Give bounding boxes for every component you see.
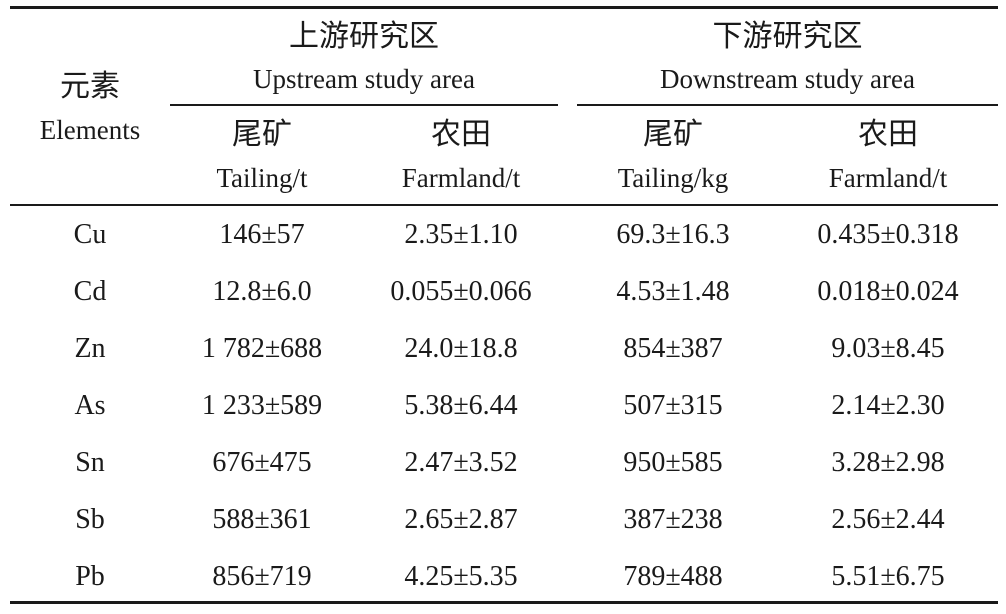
value-cell: 5.51±6.75 [831,561,945,592]
element-cell: Cu [73,219,107,250]
value-cell: 2.65±2.87 [404,504,518,535]
downstream-group-rule [577,104,998,106]
value-cell: 2.14±2.30 [831,390,945,421]
element-header-zh: 元素 [60,70,120,103]
value-cell: 0.435±0.318 [817,219,959,250]
element-header-en: Elements [39,115,141,145]
value-cell: 507±315 [623,390,723,421]
column-header-zh: 农田 [431,118,491,151]
value-cell: 4.25±5.35 [404,561,518,592]
value-cell: 1 233±589 [201,390,323,421]
value-cell: 950±585 [623,447,723,478]
value-cell: 2.35±1.10 [404,219,518,250]
downstream-header-zh: 下游研究区 [712,20,863,53]
value-cell: 588±361 [212,504,312,535]
value-cell: 5.38±6.44 [404,390,518,421]
header-bottom-rule [10,204,998,206]
column-header-zh: 农田 [858,118,918,151]
value-cell: 146±57 [219,219,305,250]
value-cell: 854±387 [623,333,723,364]
column-header-en: Farmland/t [401,163,521,193]
value-cell: 0.055±0.066 [390,276,532,307]
element-cell: Cd [73,276,107,307]
element-cell: Sb [75,504,105,535]
value-cell: 69.3±16.3 [616,219,730,250]
element-cell: Pb [75,561,105,592]
value-cell: 676±475 [212,447,312,478]
value-cell: 1 782±688 [201,333,323,364]
column-header-en: Tailing/kg [617,163,729,193]
element-cell: Zn [74,333,106,364]
value-cell: 3.28±2.98 [831,447,945,478]
upstream-header-en: Upstream study area [253,64,475,94]
value-cell: 387±238 [623,504,723,535]
value-cell: 12.8±6.0 [212,276,312,307]
column-header-zh: 尾矿 [643,118,703,151]
value-cell: 2.47±3.52 [404,447,518,478]
downstream-header-en: Downstream study area [660,64,915,94]
value-cell: 9.03±8.45 [831,333,945,364]
column-header-zh: 尾矿 [232,118,292,151]
upstream-group-rule [170,104,558,106]
value-cell: 2.56±2.44 [831,504,945,535]
value-cell: 789±488 [623,561,723,592]
column-header-en: Tailing/t [216,163,308,193]
element-cell: As [74,390,106,421]
upstream-header-zh: 上游研究区 [289,20,439,53]
value-cell: 24.0±18.8 [404,333,518,364]
value-cell: 0.018±0.024 [817,276,959,307]
element-cell: Sn [75,447,105,478]
value-cell: 4.53±1.48 [616,276,730,307]
value-cell: 856±719 [212,561,312,592]
bottom-rule [10,601,998,604]
column-header-en: Farmland/t [828,163,948,193]
top-rule [10,6,998,9]
